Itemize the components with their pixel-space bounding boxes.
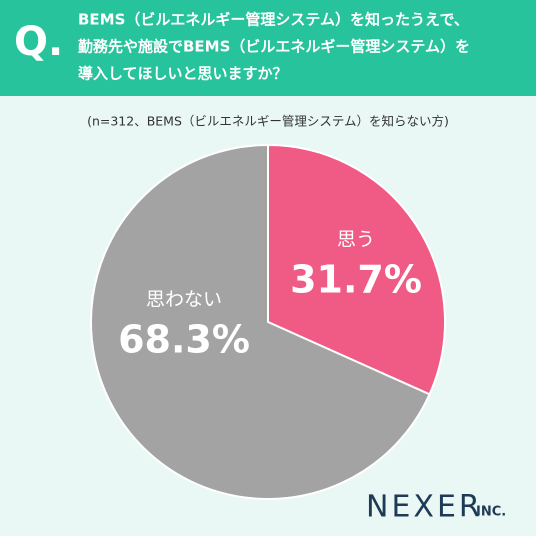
slice-category: 思わない <box>146 289 222 311</box>
chart-title: 勤務先や施設でBEMS（ビルエネルギー管理システム）を <box>78 38 470 56</box>
slice-value-label: 68.3% <box>118 318 250 362</box>
logo-name: NEXER <box>366 490 483 525</box>
pie-slice <box>90 143 431 500</box>
pie-slice <box>267 143 446 396</box>
chart-title: BEMS（ビルエネルギー管理システム）を知ったうえで、 <box>78 11 469 29</box>
header-band <box>0 0 536 96</box>
logo-suffix: INC. <box>476 505 506 520</box>
slice-value-label: 31.7% <box>290 258 422 302</box>
slice-category: 思う <box>337 229 375 251</box>
chart-title: 導入してほしいと思いますか？ <box>78 65 288 83</box>
subtitle: (n=312、BEMS（ビルエネルギー管理システム）を知らない方) <box>87 114 449 129</box>
q-label: Q. <box>14 19 63 65</box>
pie: 思う 31.7% 思わない 68.3% <box>90 143 446 500</box>
